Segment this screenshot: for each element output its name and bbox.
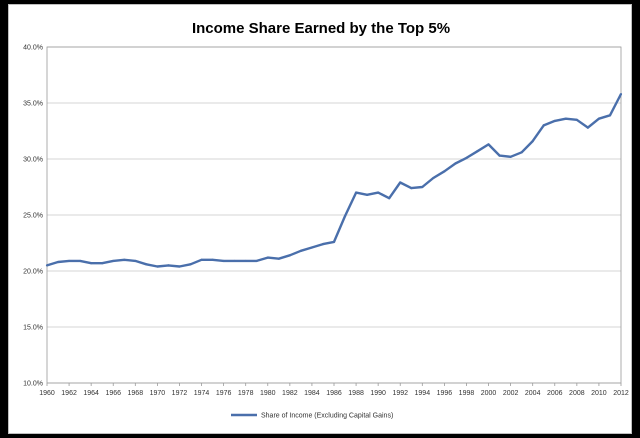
data-point bbox=[498, 154, 501, 157]
x-tick-label: 1976 bbox=[216, 390, 232, 397]
x-tick-label: 1972 bbox=[172, 390, 188, 397]
x-tick-label: 1998 bbox=[459, 390, 475, 397]
data-point bbox=[255, 259, 258, 263]
y-tick-label: 30.0% bbox=[23, 157, 43, 164]
data-point bbox=[321, 243, 325, 246]
legend: Share of Income (Excluding Capital Gains… bbox=[231, 413, 393, 420]
x-tick-label: 2012 bbox=[613, 390, 629, 397]
y-axis-ticks: 10.0% 15.0% 20.0% 25.0% 30.0% 35.0% 40.0% bbox=[23, 45, 43, 388]
data-point bbox=[388, 197, 391, 200]
x-tick-label: 1974 bbox=[194, 390, 210, 397]
x-tick-label: 1994 bbox=[415, 390, 431, 397]
series-points bbox=[45, 92, 623, 268]
data-point bbox=[233, 259, 236, 263]
data-point bbox=[443, 170, 446, 173]
data-point bbox=[156, 265, 159, 268]
data-point bbox=[553, 119, 556, 123]
chart-title: Income Share Earned by the Top 5% bbox=[192, 20, 450, 37]
data-point bbox=[432, 176, 435, 180]
x-tick-label: 2000 bbox=[481, 390, 497, 397]
data-point bbox=[575, 118, 578, 121]
data-point bbox=[597, 117, 601, 120]
data-point bbox=[101, 262, 104, 265]
x-tick-label: 1996 bbox=[437, 390, 453, 397]
x-tick-label: 1982 bbox=[282, 390, 298, 397]
data-point bbox=[343, 215, 347, 218]
data-point bbox=[112, 259, 115, 263]
gridlines bbox=[47, 46, 621, 384]
data-point bbox=[134, 259, 137, 263]
y-tick-label: 25.0% bbox=[23, 213, 43, 220]
data-point bbox=[200, 258, 203, 261]
data-point bbox=[56, 260, 60, 264]
series-line-share-of-income bbox=[46, 93, 623, 268]
x-tick-label: 2002 bbox=[503, 390, 519, 397]
x-tick-label: 2010 bbox=[591, 390, 607, 397]
x-tick-label: 1970 bbox=[150, 390, 166, 397]
data-point bbox=[167, 264, 170, 267]
x-tick-label: 1968 bbox=[128, 390, 144, 397]
data-point bbox=[90, 262, 93, 265]
data-point bbox=[222, 259, 225, 263]
line-chart: Income Share Earned by the Top 5% 10.0%1… bbox=[23, 20, 629, 420]
y-tick-label: 35.0% bbox=[23, 101, 43, 108]
x-tick-label: 1962 bbox=[61, 390, 77, 397]
data-point bbox=[399, 181, 402, 184]
x-tick-label: 2004 bbox=[525, 390, 541, 397]
y-tick-label: 40.0% bbox=[23, 45, 43, 52]
data-point bbox=[354, 191, 358, 194]
data-point bbox=[520, 151, 523, 154]
y-tick-label: 10.0% bbox=[23, 381, 43, 388]
x-tick-label: 1980 bbox=[260, 390, 276, 397]
x-tick-label: 1986 bbox=[326, 390, 342, 397]
data-point bbox=[586, 126, 589, 129]
y-tick-label: 15.0% bbox=[23, 325, 43, 332]
data-point bbox=[288, 254, 291, 257]
data-point bbox=[123, 258, 126, 261]
data-point bbox=[67, 259, 71, 263]
x-axis-ticks: 1960 1962 1964 1966 1968 1970 1972 1974 1976 1978… bbox=[39, 383, 629, 397]
data-point bbox=[366, 193, 369, 196]
x-tick-label: 2006 bbox=[547, 390, 563, 397]
data-point bbox=[277, 257, 280, 260]
data-point bbox=[244, 259, 247, 263]
data-point bbox=[266, 256, 269, 259]
data-point bbox=[79, 259, 82, 263]
data-point bbox=[421, 185, 424, 189]
data-point bbox=[542, 124, 545, 127]
data-point bbox=[299, 249, 302, 252]
data-point bbox=[465, 156, 468, 159]
x-tick-label: 1966 bbox=[105, 390, 121, 397]
x-tick-label: 1984 bbox=[304, 390, 320, 397]
x-tick-label: 1978 bbox=[238, 390, 254, 397]
x-tick-label: 1992 bbox=[392, 390, 408, 397]
data-point bbox=[487, 143, 490, 146]
data-point bbox=[178, 265, 181, 268]
x-tick-label: 2008 bbox=[569, 390, 585, 397]
data-point bbox=[410, 187, 413, 190]
x-tick-label: 1964 bbox=[83, 390, 99, 397]
data-point bbox=[531, 139, 534, 143]
data-point bbox=[454, 162, 457, 165]
data-point bbox=[332, 240, 336, 243]
data-point bbox=[608, 114, 612, 117]
x-tick-label: 1990 bbox=[370, 390, 386, 397]
data-point bbox=[189, 263, 192, 266]
y-tick-label: 20.0% bbox=[23, 269, 43, 276]
legend-label: Share of Income (Excluding Capital Gains… bbox=[261, 413, 393, 420]
data-point bbox=[509, 155, 512, 158]
chart-frame: Income Share Earned by the Top 5% 10.0% 1… bbox=[8, 4, 632, 434]
data-point bbox=[145, 263, 148, 266]
data-point bbox=[564, 117, 567, 120]
data-point bbox=[211, 258, 214, 261]
data-point bbox=[45, 264, 49, 267]
data-point bbox=[619, 92, 623, 96]
x-tick-label: 1988 bbox=[348, 390, 364, 397]
data-point bbox=[310, 246, 314, 249]
x-tick-label: 1960 bbox=[39, 390, 55, 397]
data-point bbox=[377, 191, 380, 194]
data-point bbox=[476, 150, 479, 153]
